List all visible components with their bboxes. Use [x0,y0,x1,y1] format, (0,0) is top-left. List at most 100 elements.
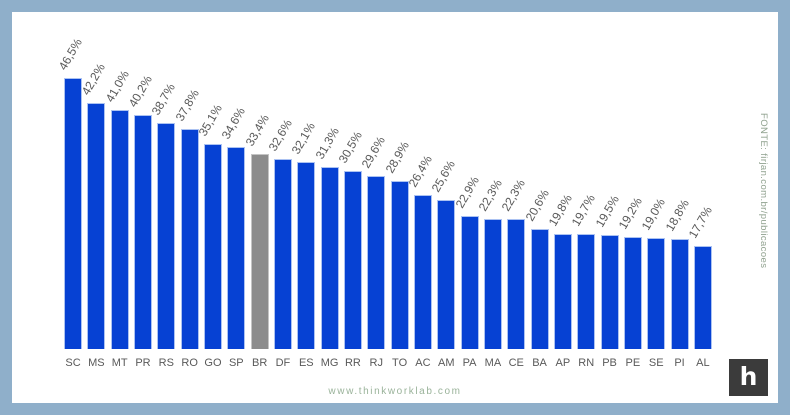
bar-value-label: 38,7% [149,81,179,118]
bar-chart: 46,5% SC 42,2% MS 41,0% MT 40,2% PR 38,7% RS 37,8%… [56,12,715,369]
chart-column-SP: 34,6% SP [219,12,248,369]
bar-category-label: CE [508,357,524,369]
chart-bar-SC [64,78,82,349]
bar-value-label: 32,1% [289,120,319,157]
bar-value-label: 25,6% [428,158,459,195]
bar-category-label: BR [251,357,268,369]
bar-category-label: MS [88,357,105,369]
chart-bar-MA [483,219,502,349]
chart-column-RN: 19,7% RN [569,12,598,369]
bar-value-label: 42,2% [79,61,109,98]
bar-value-label: 37,8% [172,87,202,124]
chart-column-SC: 46,5% SC [56,12,85,369]
chart-column-BR: 33,4% BR [242,12,271,369]
chart-bar-RO [180,129,199,349]
chart-column-PA: 22,9% PA [452,12,481,369]
chart-column-AM: 25,6% AM [429,12,458,369]
bar-category-label: BA [532,357,547,369]
chart-column-AL: 17,7% AL [686,12,715,369]
chart-bar-PB [600,235,619,349]
bar-category-label: PB [602,357,617,369]
bar-category-label: GO [204,357,222,369]
chart-bar-AC [413,195,432,349]
chart-bar-GO [203,144,222,349]
chart-bar-AM [437,200,456,349]
chart-column-MT: 41,0% MT [102,12,131,369]
chart-bar-MG [320,167,339,349]
bar-category-label: AP [555,357,571,369]
chart-column-PB: 19,5% PB [592,12,621,369]
bar-category-label: RN [578,357,595,369]
chart-bar-RN [577,234,596,349]
chart-bar-PE [623,237,642,349]
chart-bar-PR [133,115,152,349]
bar-category-label: AL [696,357,710,369]
chart-column-MS: 42,2% MS [79,12,108,369]
website-footer: www.thinkworklab.com [328,386,462,397]
chart-bar-AP [553,234,572,349]
chart-bar-BR [250,154,269,349]
bar-value-label: 40,2% [125,73,155,110]
bar-value-label: 29,6% [359,134,389,171]
chart-bar-RR [343,171,362,349]
chart-bar-CE [507,219,526,349]
chart-bar-AL [693,246,712,349]
chart-column-CE: 22,3% CE [499,12,528,369]
chart-column-BA: 20,6% BA [522,12,551,369]
bar-category-label: RJ [369,357,383,369]
bar-value-label: 17,7% [685,204,715,241]
brand-logo-letter: h [739,362,758,391]
chart-column-MA: 22,3% MA [476,12,505,369]
bar-category-label: RS [158,357,174,369]
chart-column-RR: 30,5% RR [336,12,365,369]
bar-category-label: PA [462,357,477,369]
bar-category-label: SP [228,357,244,369]
bar-value-label: 46,5% [55,36,85,73]
chart-column-GO: 35,1% GO [196,12,225,369]
bar-category-label: MA [484,357,502,369]
bar-category-label: PE [625,357,641,369]
chart-bar-SP [227,147,246,349]
bar-category-label: MT [111,357,128,369]
chart-bar-RJ [367,176,386,349]
bar-category-label: SC [65,357,81,369]
chart-bar-SE [647,238,666,349]
chart-bar-PI [670,239,689,349]
chart-bar-ES [297,162,316,349]
chart-column-DF: 32,6% DF [266,12,295,369]
source-note: FONTE: firjan.com.br/publicacoes [758,113,769,269]
chart-column-MG: 31,3% MG [312,12,341,369]
chart-column-AP: 19,8% AP [546,12,575,369]
chart-bar-RS [157,123,176,349]
chart-column-AC: 26,4% AC [406,12,435,369]
bar-category-label: AM [438,357,455,369]
chart-bar-MS [87,103,106,349]
chart-column-RJ: 29,6% RJ [359,12,388,369]
bar-category-label: RR [344,357,361,369]
bar-category-label: MG [320,357,339,369]
bar-value-label: 34,6% [219,105,249,142]
chart-column-RO: 37,8% RO [172,12,201,369]
chart-bar-BA [530,229,549,349]
chart-bar-MT [110,110,129,349]
bar-category-label: PR [135,357,151,369]
chart-bar-PA [460,216,479,349]
chart-bar-TO [390,181,409,349]
chart-column-PE: 19,2% PE [616,12,645,369]
chart-canvas: 46,5% SC 42,2% MS 41,0% MT 40,2% PR 38,7% RS 37,8%… [12,12,778,403]
chart-column-PR: 40,2% PR [126,12,155,369]
chart-column-ES: 32,1% ES [289,12,318,369]
chart-column-PI: 18,8% PI [662,12,691,369]
bar-category-label: PI [674,357,685,369]
bar-category-label: TO [392,357,408,369]
brand-logo: h [729,359,768,396]
chart-column-RS: 38,7% RS [149,12,178,369]
chart-column-SE: 19,0% SE [639,12,668,369]
bar-category-label: ES [298,357,314,369]
bar-category-label: DF [275,357,291,369]
chart-column-TO: 28,9% TO [382,12,411,369]
bar-category-label: RO [181,357,198,369]
bar-category-label: AC [415,357,431,369]
bar-value-label: 28,9% [382,139,412,176]
